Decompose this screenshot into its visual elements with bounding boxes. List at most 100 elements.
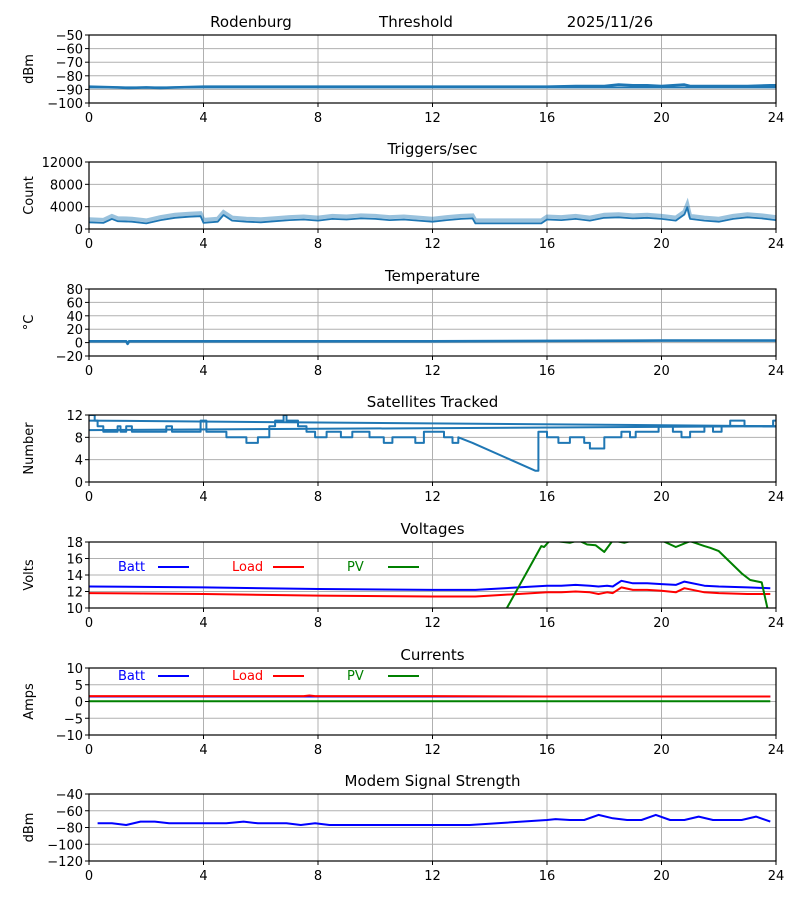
y-axis-label: Count [22, 176, 37, 215]
y-tick-label: −90 [56, 83, 83, 98]
y-tick-label: 8 [75, 431, 83, 446]
y-tick-label: 10 [66, 662, 83, 677]
y-tick-label: 8000 [50, 178, 83, 193]
x-tick-label: 4 [199, 743, 207, 758]
x-tick-label: 16 [539, 869, 556, 884]
x-tick-label: 24 [768, 490, 785, 505]
series-group [89, 542, 771, 608]
legend-label-pv: PV [347, 560, 364, 575]
y-tick-label: −20 [56, 350, 83, 365]
legend-label-load: Load [232, 560, 263, 575]
x-tick-label: 0 [85, 237, 93, 252]
legend-label-batt: Batt [118, 560, 145, 575]
legend-label-pv: PV [347, 669, 364, 684]
x-tick-label: 4 [199, 364, 207, 379]
x-tick-label: 8 [314, 743, 322, 758]
x-tick-label: 20 [653, 364, 670, 379]
y-tick-label: 16 [66, 553, 83, 568]
x-tick-label: 20 [653, 490, 670, 505]
y-tick-label: 14 [66, 569, 83, 584]
x-tick-label: 12 [424, 111, 441, 126]
x-tick-label: 8 [314, 237, 322, 252]
x-tick-label: 12 [424, 364, 441, 379]
x-tick-label: 24 [768, 364, 785, 379]
x-tick-label: 4 [199, 490, 207, 505]
y-tick-label: 0 [75, 696, 83, 711]
y-axis-label: Volts [22, 559, 37, 591]
x-tick-label: 0 [85, 111, 93, 126]
y-tick-label: 0 [75, 223, 83, 238]
legend-label-batt: Batt [118, 669, 145, 684]
x-tick-label: 20 [653, 743, 670, 758]
y-tick-label: 0 [75, 476, 83, 491]
x-tick-label: 16 [539, 490, 556, 505]
x-tick-label: 4 [199, 616, 207, 631]
series-group [89, 694, 771, 703]
y-tick-label: 12 [66, 409, 83, 424]
y-tick-label: −80 [56, 822, 83, 837]
y-tick-label: 10 [66, 602, 83, 617]
x-tick-label: 0 [85, 490, 93, 505]
series-line-satellites-avg- [89, 419, 776, 428]
y-tick-label: −120 [47, 855, 83, 870]
x-tick-label: 20 [653, 616, 670, 631]
report-date: 2025/11/26 [567, 13, 653, 31]
y-tick-label: 20 [66, 323, 83, 338]
x-tick-label: 16 [539, 616, 556, 631]
y-tick-label: −100 [47, 97, 83, 112]
series-group [89, 415, 776, 472]
x-tick-label: 24 [768, 869, 785, 884]
y-tick-label: 40 [66, 310, 83, 325]
x-tick-label: 24 [768, 616, 785, 631]
y-tick-label: 0 [75, 337, 83, 352]
x-tick-label: 12 [424, 490, 441, 505]
x-tick-label: 16 [539, 743, 556, 758]
trigger-mode: Threshold [378, 13, 453, 31]
series-line-load [89, 586, 771, 598]
x-tick-label: 20 [653, 237, 670, 252]
x-tick-label: 0 [85, 743, 93, 758]
x-tick-label: 4 [199, 237, 207, 252]
y-tick-label: −100 [47, 838, 83, 853]
series-group [97, 813, 771, 826]
x-tick-label: 8 [314, 490, 322, 505]
y-axis-label: °C [22, 315, 37, 331]
x-tick-label: 8 [314, 364, 322, 379]
x-tick-label: 4 [199, 111, 207, 126]
panel-modem: 0 4 8 12 16 20 24 −120 −100−80 −60 −40 Modem Signal… [22, 772, 784, 884]
panel-noise: 0 4 8 12 16 20 24 −100−90−80−70−60−50 dBm [22, 29, 784, 126]
header: Rodenburg Threshold 2025/11/26 [210, 13, 653, 31]
x-tick-label: 12 [424, 743, 441, 758]
series-line-temperature [89, 339, 776, 346]
y-tick-label: 18 [66, 536, 83, 551]
x-tick-label: 12 [424, 237, 441, 252]
y-tick-label: 5 [75, 679, 83, 694]
y-tick-label: 12000 [42, 156, 83, 171]
x-tick-label: 16 [539, 237, 556, 252]
series-group [89, 339, 776, 346]
y-tick-label: −60 [56, 43, 83, 58]
y-axis-label: dBm [22, 813, 37, 843]
x-tick-label: 16 [539, 364, 556, 379]
series-line-triggers [89, 206, 776, 225]
y-axis-label: dBm [22, 54, 37, 84]
legend-label-load: Load [232, 669, 263, 684]
panel-title: Currents [400, 646, 464, 664]
series-line-pv [506, 542, 769, 608]
x-tick-label: 24 [768, 111, 785, 126]
panel-title: Satellites Tracked [367, 393, 498, 411]
x-tick-label: 24 [768, 237, 785, 252]
panel-title: Temperature [384, 267, 480, 285]
series-group [89, 197, 776, 225]
x-tick-label: 24 [768, 743, 785, 758]
panel-title: Triggers/sec [387, 140, 478, 158]
y-tick-label: −10 [56, 729, 83, 744]
y-tick-label: −60 [56, 805, 83, 820]
y-tick-label: 4 [75, 454, 83, 469]
x-tick-label: 8 [314, 616, 322, 631]
panel-triggers: 0 4 8 12 16 20 24 0 4000 8000 12000 Triggers/sec Cou… [22, 140, 784, 252]
y-tick-label: −50 [56, 29, 83, 44]
